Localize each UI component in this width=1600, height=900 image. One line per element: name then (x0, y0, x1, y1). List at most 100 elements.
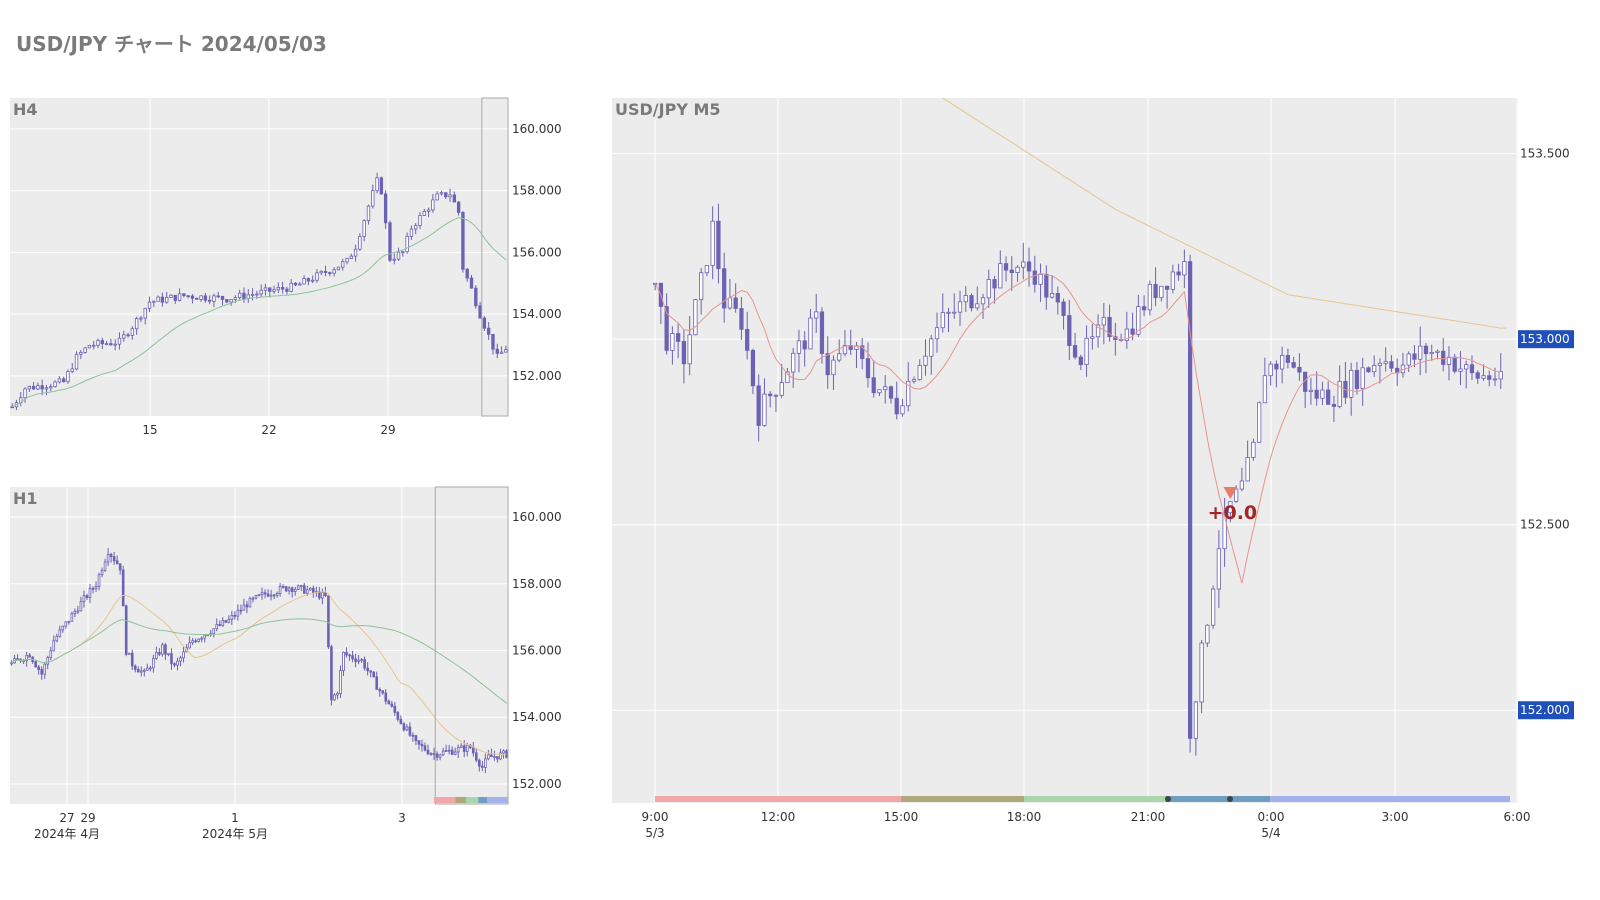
candle-body (299, 585, 303, 587)
candle-body (164, 644, 167, 655)
candle-body (1423, 345, 1429, 355)
candle-body (431, 199, 435, 211)
candle-body (409, 228, 414, 237)
x-tick-label: 0:00 (1258, 810, 1285, 824)
candle-body (1481, 375, 1486, 379)
candle-body (43, 663, 47, 675)
candle-body (1475, 372, 1480, 379)
candle-body (245, 604, 249, 608)
candle-body (1147, 283, 1152, 311)
y-tick-label: 156.000 (512, 245, 562, 259)
candle-body (444, 192, 448, 198)
candle-body (333, 694, 336, 701)
session-segment (478, 797, 488, 803)
candle-body (1026, 261, 1032, 272)
candle-body (23, 388, 27, 399)
candle-body (450, 749, 454, 755)
candle-body (353, 248, 358, 257)
candle-body (362, 220, 366, 237)
candle-body (1492, 378, 1498, 381)
candle-body (825, 353, 830, 376)
candle-body (1257, 402, 1262, 443)
candle-body (722, 268, 727, 309)
candle-body (481, 765, 484, 768)
candle-body (330, 646, 333, 701)
candle-body (85, 595, 89, 598)
candle-body (324, 592, 327, 597)
candle-body (37, 666, 40, 670)
candle-body (67, 620, 71, 623)
candle-body (225, 299, 229, 303)
candle-body (336, 266, 341, 271)
candle-body (388, 222, 392, 261)
candle-body (998, 263, 1003, 289)
candle-body (207, 299, 212, 302)
candle-body (191, 640, 194, 644)
candle-body (79, 601, 83, 612)
candle-body (1170, 271, 1175, 290)
candles (10, 172, 508, 411)
candle-body (1291, 362, 1296, 368)
candle-body (963, 295, 968, 303)
candle-body (327, 595, 330, 648)
page-title: USD/JPY チャート 2024/05/03 (16, 32, 327, 56)
candle-body (865, 358, 871, 379)
candle-body (55, 635, 59, 642)
candle-body (52, 640, 56, 652)
candle-body (487, 754, 490, 760)
candle-body (1418, 345, 1423, 360)
session-segment (655, 796, 902, 802)
current-window-highlight (434, 486, 509, 805)
candle-body (676, 333, 681, 342)
candle-body (375, 177, 379, 192)
candle-body (348, 654, 351, 657)
y-tick-label: 160.000 (512, 510, 562, 524)
candle-body (975, 303, 980, 309)
candle-body (94, 585, 98, 589)
candle-body (36, 385, 40, 390)
candle-body (447, 749, 451, 752)
candle-body (109, 553, 113, 557)
candle-body (435, 753, 439, 758)
candle-body (499, 752, 502, 760)
candle-body (190, 295, 195, 299)
candle-body (456, 747, 460, 753)
candle-body (27, 385, 32, 390)
candle-body (1383, 361, 1388, 364)
session-segment (434, 797, 456, 803)
candle-body (229, 299, 233, 303)
candle-body (197, 638, 200, 643)
candle-body (260, 592, 264, 596)
candle-body (44, 387, 49, 390)
candle-body (1285, 355, 1291, 363)
candle-body (469, 277, 474, 289)
candle-body (248, 597, 252, 608)
candle-body (170, 653, 173, 665)
candle-body (360, 659, 363, 661)
candle-body (152, 658, 155, 669)
candle-body (61, 625, 65, 631)
candle-body (104, 343, 109, 346)
candle-body (272, 594, 276, 597)
candle-body (176, 660, 179, 666)
session-segment (487, 797, 508, 803)
candle-body (1245, 457, 1250, 482)
candle-body (871, 377, 876, 394)
candle-body (1320, 389, 1325, 399)
candle-body (165, 297, 169, 303)
candle-body (167, 653, 170, 656)
candle-body (1193, 701, 1198, 739)
candle-body (1326, 389, 1331, 405)
slow-moving-average-line (941, 98, 1507, 329)
candle-body (158, 651, 161, 655)
candle-body (342, 651, 345, 671)
trade-marker-icon (1223, 487, 1238, 500)
candle-body (484, 758, 487, 768)
candle-body (779, 382, 784, 396)
moving-average-line (11, 618, 507, 704)
candle-body (693, 299, 698, 336)
candle-body (860, 345, 865, 360)
candle-body (323, 270, 328, 273)
candle-body (504, 349, 508, 353)
candle-body (877, 389, 882, 394)
